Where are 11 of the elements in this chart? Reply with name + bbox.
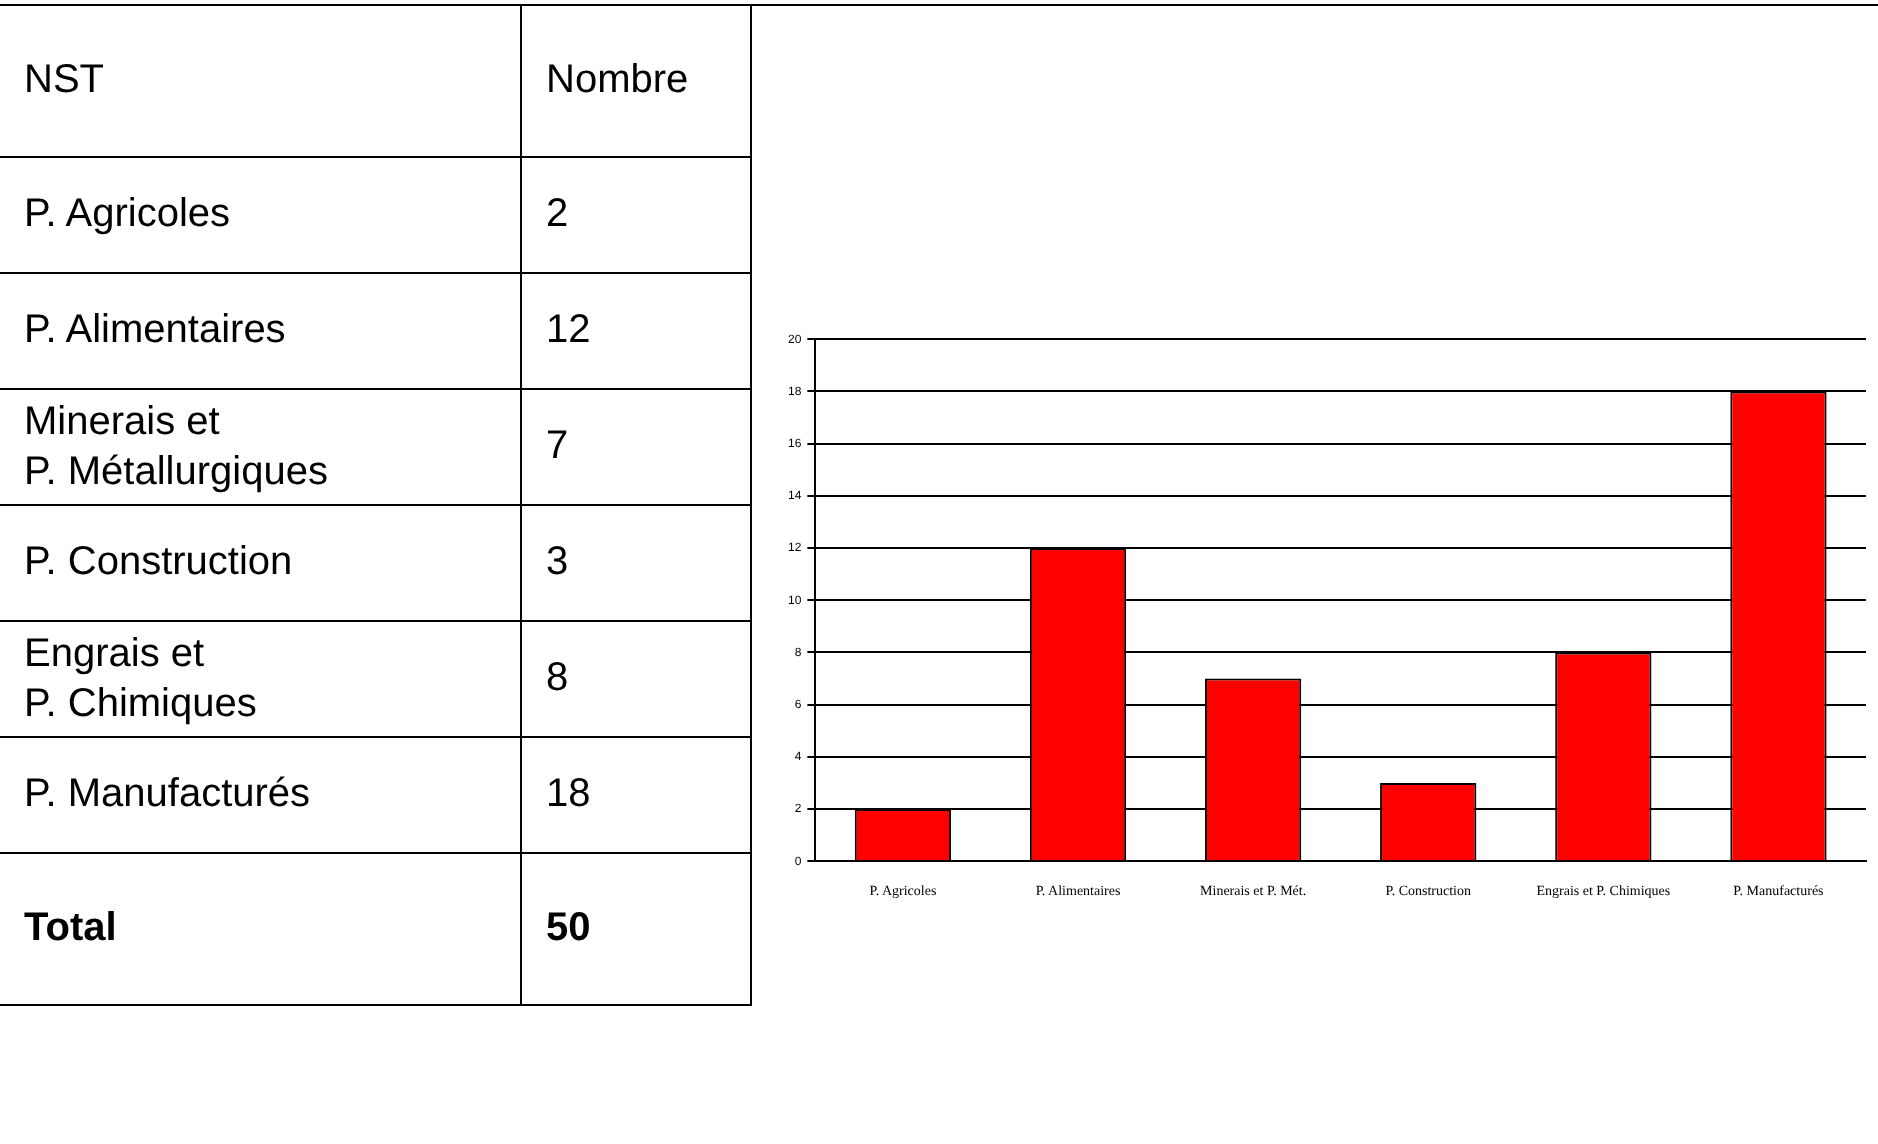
text: 3: [521, 505, 751, 621]
text: NST: [0, 5, 521, 157]
text: P. Agricoles: [0, 157, 521, 273]
text: 50: [521, 853, 751, 1005]
text: P. Construction: [0, 505, 521, 621]
text: Total: [0, 853, 521, 1005]
text: Nombre: [521, 5, 751, 157]
text: P. Alimentaires: [0, 273, 521, 389]
text: 7: [521, 389, 751, 505]
text: Minerais et P. Métallurgiques: [0, 389, 521, 505]
text: Engrais et P. Chimiques: [0, 621, 521, 737]
